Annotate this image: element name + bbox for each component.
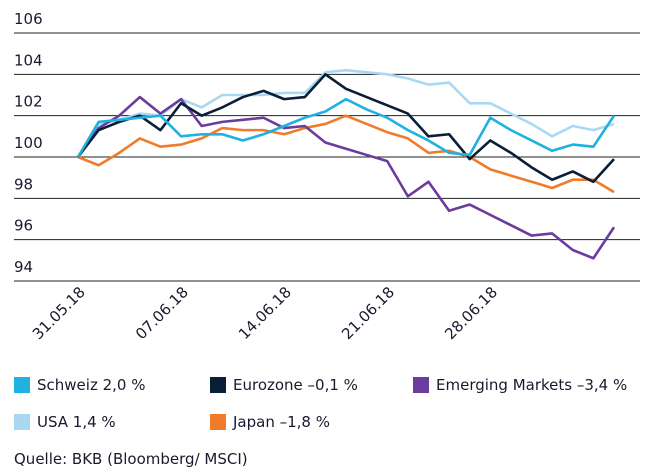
x-tick-label: 14.06.18 [235,283,295,343]
legend-swatch [413,377,429,393]
y-tick-label: 98 [14,175,33,193]
series-line [76,95,616,260]
x-tick-label: 21.06.18 [338,283,398,343]
legend-label: Japan –1,8 % [232,413,330,431]
y-tick-label: 96 [14,217,33,235]
legend-label: Eurozone –0,1 % [233,376,358,394]
y-tick-label: 106 [14,10,43,28]
series-line [76,97,616,158]
legend-label: Schweiz 2,0 % [37,376,145,394]
legend-label: Emerging Markets –3,4 % [436,376,627,394]
series-line [77,114,615,194]
legend-label: USA 1,4 % [37,413,116,431]
legend-swatch [210,377,226,393]
x-tick-label: 28.06.18 [441,283,501,343]
x-tick-label: 07.06.18 [132,283,192,343]
y-tick-label: 102 [14,93,43,111]
y-tick-label: 104 [14,51,43,69]
y-tick-label: 100 [14,134,43,152]
source-note: Quelle: BKB (Bloomberg/ MSCI) [14,450,248,468]
y-tick-label: 94 [14,258,33,276]
series-line [76,73,615,184]
legend-swatch [210,414,226,430]
legend-swatch [14,414,30,430]
legend-swatch [14,377,30,393]
x-tick-label: 31.05.18 [29,283,89,343]
